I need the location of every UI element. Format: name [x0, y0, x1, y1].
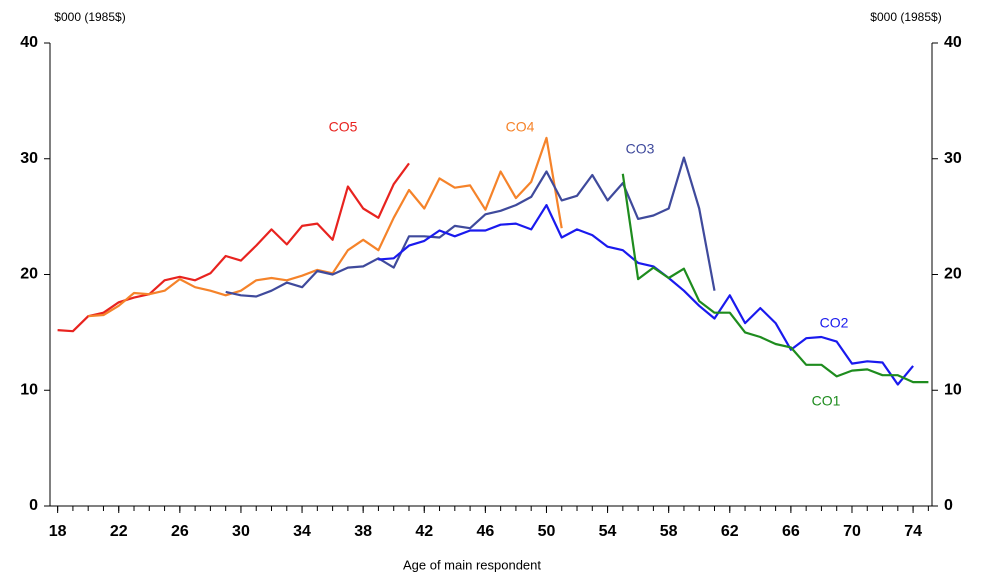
- x-tick-label: 74: [904, 523, 922, 540]
- y-tick-label: 40: [20, 34, 38, 51]
- series-line: [225, 156, 716, 298]
- x-tick-label: 46: [476, 523, 494, 540]
- series-line: [621, 173, 929, 384]
- x-tick-label: 54: [599, 523, 617, 540]
- x-tick-label: 70: [843, 523, 861, 540]
- x-tick-label: 58: [660, 523, 678, 540]
- series-line: [378, 204, 914, 386]
- y-unit-right: $000 (1985$): [870, 10, 941, 24]
- series-label: CO1: [812, 393, 841, 409]
- series-label: CO4: [506, 119, 535, 135]
- y2-tick-label: 30: [944, 150, 962, 167]
- y2-tick-label: 40: [944, 34, 962, 51]
- series-label: CO3: [626, 141, 655, 157]
- x-tick-label: 18: [49, 523, 67, 540]
- x-tick-label: 26: [171, 523, 189, 540]
- y-tick-label: 0: [29, 497, 38, 514]
- x-tick-label: 34: [293, 523, 311, 540]
- x-tick-label: 66: [782, 523, 800, 540]
- y2-tick-label: 0: [944, 497, 953, 514]
- y2-tick-label: 20: [944, 266, 962, 283]
- y-tick-label: 30: [20, 150, 38, 167]
- series-label: CO5: [329, 119, 358, 135]
- y-tick-label: 10: [20, 381, 38, 398]
- series-line: [57, 162, 410, 333]
- y-unit-left: $000 (1985$): [54, 10, 125, 24]
- y-tick-label: 20: [20, 266, 38, 283]
- y2-tick-label: 10: [944, 381, 962, 398]
- x-tick-label: 30: [232, 523, 250, 540]
- x-tick-label: 22: [110, 523, 128, 540]
- series-line: [88, 136, 563, 318]
- x-tick-label: 62: [721, 523, 739, 540]
- x-tick-label: 50: [538, 523, 556, 540]
- x-axis-label: Age of main respondent: [403, 557, 541, 572]
- series-label: CO2: [820, 315, 849, 331]
- x-tick-label: 38: [354, 523, 372, 540]
- x-tick-label: 42: [415, 523, 433, 540]
